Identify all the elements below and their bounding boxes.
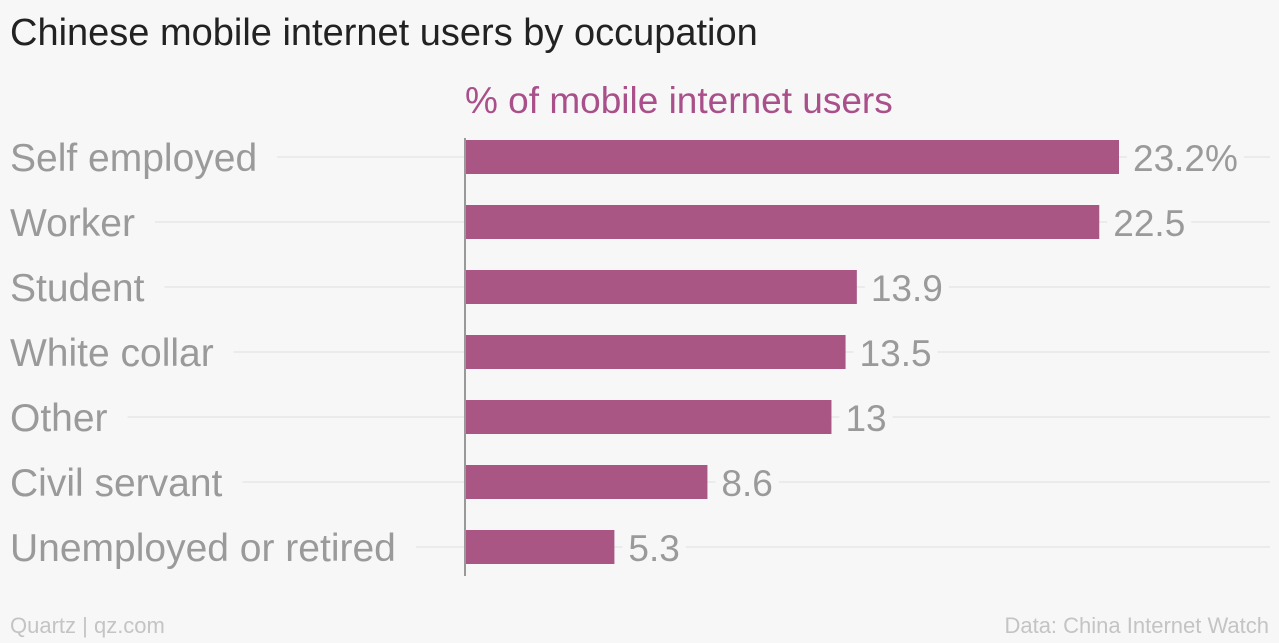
- category-label: Self employed: [10, 137, 257, 180]
- bar: [465, 205, 1100, 239]
- bar: [465, 140, 1119, 174]
- value-label: 13.5: [860, 333, 932, 374]
- chart-title: Chinese mobile internet users by occupat…: [10, 12, 758, 54]
- value-label-background: [622, 528, 686, 569]
- category-label: Worker: [10, 202, 135, 245]
- value-label-background: [1127, 138, 1244, 179]
- bar: [465, 335, 846, 369]
- value-label: 13.9: [871, 268, 943, 309]
- footer-source: Data: China Internet Watch: [1004, 613, 1269, 638]
- value-label: 5.3: [628, 528, 679, 569]
- category-label: Student: [10, 267, 145, 310]
- category-label: White collar: [10, 332, 214, 375]
- value-label: 8.6: [721, 463, 772, 504]
- bar: [465, 530, 615, 564]
- bars: [465, 140, 1119, 564]
- value-label: 22.5: [1113, 203, 1185, 244]
- value-label-background: [864, 268, 949, 309]
- bar: [465, 465, 708, 499]
- value-label-background: [839, 398, 893, 439]
- category-label: Civil servant: [10, 462, 223, 505]
- value-label: 23.2%: [1133, 138, 1238, 179]
- value-labels: 23.2% 22.5 13.9 13.5 13 8.6 5.3: [622, 138, 1244, 569]
- value-label-background: [1107, 203, 1192, 244]
- value-label-background: [853, 333, 938, 374]
- chart-subtitle: % of mobile internet users: [465, 80, 893, 121]
- value-label-background: [715, 463, 779, 504]
- category-label: Other: [10, 397, 108, 440]
- category-label: Unemployed or retired: [10, 527, 396, 570]
- value-label: 13: [845, 398, 886, 439]
- bar: [465, 400, 832, 434]
- footer-credit: Quartz | qz.com: [10, 613, 165, 638]
- category-labels: Self employed Worker Student White collar Ot…: [10, 137, 396, 570]
- bar: [465, 270, 857, 304]
